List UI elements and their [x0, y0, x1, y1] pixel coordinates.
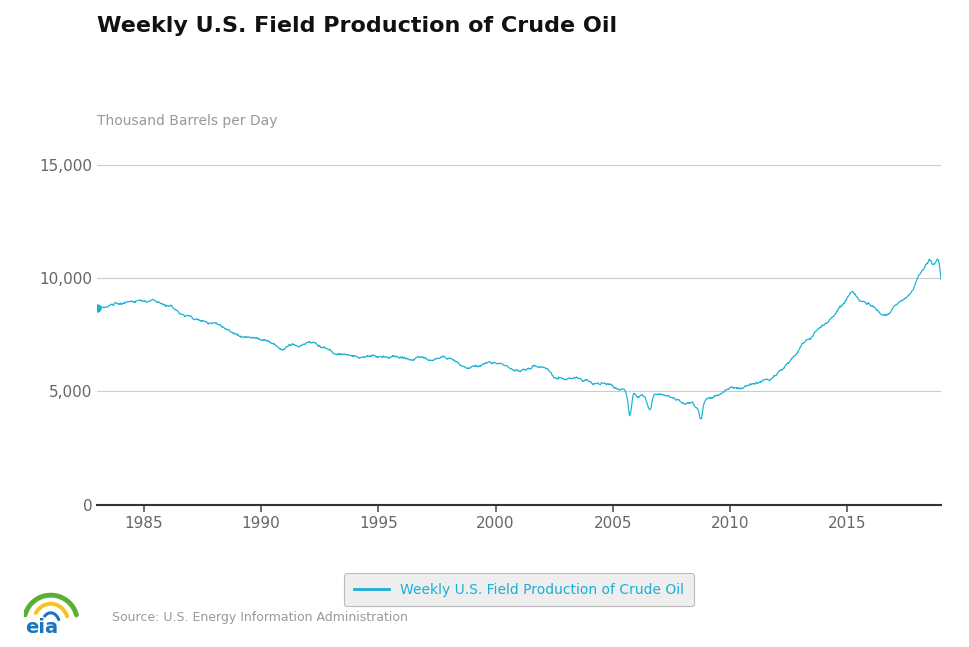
- Text: eia: eia: [25, 619, 58, 637]
- Legend: Weekly U.S. Field Production of Crude Oil: Weekly U.S. Field Production of Crude Oi…: [344, 573, 693, 606]
- Text: Weekly U.S. Field Production of Crude Oil: Weekly U.S. Field Production of Crude Oi…: [97, 16, 616, 36]
- Text: Source: U.S. Energy Information Administration: Source: U.S. Energy Information Administ…: [111, 611, 407, 624]
- Text: Thousand Barrels per Day: Thousand Barrels per Day: [97, 114, 277, 128]
